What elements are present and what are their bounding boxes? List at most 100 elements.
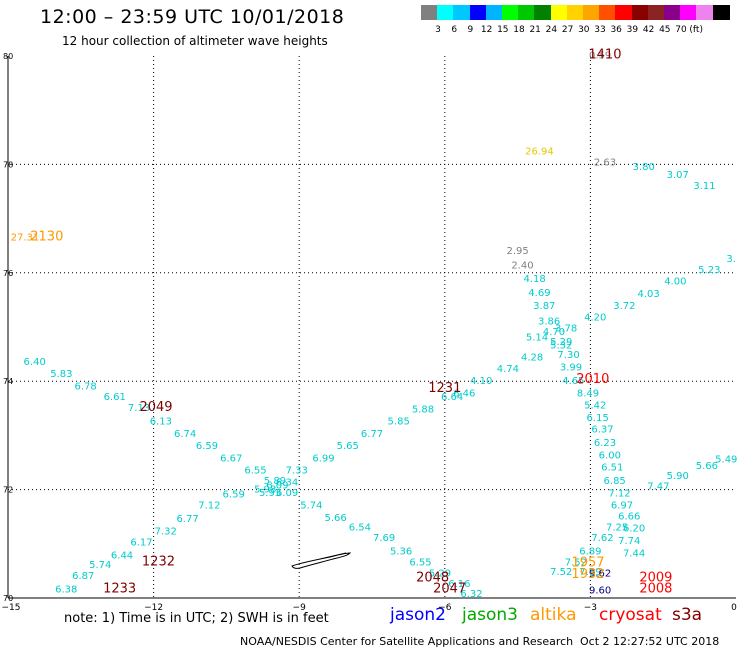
wave-height-value: 6.59: [196, 441, 218, 452]
wave-height-value: 3.86: [538, 316, 560, 327]
wave-height-value: 6.77: [176, 514, 198, 525]
legend-label: 21: [529, 25, 541, 35]
page-title: 12:00 – 23:59 UTC 10/01/2018: [40, 6, 345, 28]
wave-height-value: 5.14: [526, 333, 548, 344]
legend-label: 27: [561, 25, 574, 35]
wave-height-value: 6.15: [587, 413, 609, 424]
wave-height-value: 27.31: [11, 232, 40, 243]
wave-height-value: 5.36: [390, 547, 412, 558]
legend-label: 3: [435, 25, 441, 35]
wave-height-value: 6.54: [349, 522, 371, 533]
wave-height-value: 6.20: [623, 523, 645, 534]
wave-height-value: 6.61: [104, 392, 126, 403]
legend-label: 36: [610, 25, 622, 35]
y-tick-label: 80: [3, 52, 13, 61]
x-tick-label: −3: [584, 603, 597, 613]
wave-height-value: 3.72: [613, 301, 635, 312]
wave-height-value: 3.: [726, 254, 736, 265]
wave-height-value: 4.03: [638, 289, 660, 300]
wave-height-value: 2.40: [511, 260, 533, 271]
wave-height-value: 7.47: [647, 482, 669, 493]
wave-height-value: 7.74: [618, 536, 640, 547]
mission-jason3: jason3: [462, 605, 518, 625]
wave-height-value: 4.10: [470, 376, 492, 387]
legend-swatch: [615, 5, 633, 20]
legend-swatch: [664, 5, 681, 20]
legend-swatch: [502, 5, 519, 20]
wave-height-value: 7.52: [550, 567, 572, 578]
wave-height-value: 0.59: [589, 51, 611, 62]
pass-time-label: 2047: [433, 582, 466, 597]
x-tick-label: 0: [731, 603, 737, 613]
wave-height-value: 6.46: [453, 388, 475, 399]
wave-height-value: 3.07: [667, 170, 689, 181]
page-subtitle: 12 hour collection of altimeter wave hei…: [62, 34, 328, 48]
wave-height-value: 6.99: [312, 453, 334, 464]
y-tick-label: 76: [3, 269, 13, 278]
wave-height-value: 6.97: [611, 501, 633, 512]
legend-swatch: [534, 5, 552, 20]
wave-height-value: 4.74: [497, 364, 519, 375]
pass-time-label: 2130: [30, 229, 63, 244]
axis-ticks: −15 −12 −9 −6 −3 0 70 72 74 76 78 80: [2, 52, 738, 613]
wave-height-value: 6.78: [75, 381, 97, 392]
wave-height-value: 7.69: [373, 533, 395, 544]
legend-swatch: [712, 5, 730, 20]
wave-height-value: 6.13: [150, 417, 172, 428]
wave-height-value: 5.29: [550, 337, 572, 348]
legend-label: 15: [497, 25, 509, 35]
island-outline: [291, 552, 352, 569]
legend-label: 33: [594, 25, 606, 35]
legend-swatch: [680, 5, 698, 20]
legend-label: 24: [545, 25, 558, 35]
wave-height-value: 6.00: [599, 451, 621, 462]
wave-height-value: 7.13: [128, 403, 150, 414]
legend-label: 9: [467, 25, 474, 35]
wave-height-value: 8.49: [577, 388, 599, 399]
wave-height-value: 7.33: [286, 465, 308, 476]
pass-time-label: 1932: [571, 567, 604, 582]
wave-height-value: 5.98: [254, 484, 276, 495]
wave-height-value: 5.32: [550, 341, 572, 352]
y-tick-label: 70: [3, 594, 13, 603]
pass-time-label: 1957: [571, 556, 604, 571]
legend-swatch: [453, 5, 471, 20]
wave-height-value: 6.59: [223, 490, 245, 501]
wave-height-value: 4.00: [664, 277, 686, 288]
legend-label: 70: [675, 25, 687, 35]
wave-height-value: 6.16: [448, 579, 470, 590]
credit-text: NOAA/NESDIS Center for Satellite Applica…: [240, 635, 574, 648]
wave-height-value: 6.67: [220, 453, 242, 464]
wave-height-value: 9.62: [589, 568, 611, 579]
pass-time-label: 1410: [588, 48, 621, 63]
wave-height-value: 5.93: [259, 488, 281, 499]
wave-height-value: 5.66: [324, 513, 346, 524]
wave-height-value: 5.42: [584, 400, 606, 411]
legend-swatch: [631, 5, 649, 20]
note-text: note: 1) Time is in UTC; 2) SWH is in fe…: [64, 611, 329, 626]
legend-unit: (ft): [689, 25, 703, 35]
legend-swatch: [583, 5, 600, 20]
wave-height-value: 6.55: [244, 465, 266, 476]
wave-height-value: 5.88: [412, 405, 434, 416]
legend-label: 42: [642, 25, 655, 35]
y-tick-label: 74: [3, 377, 13, 386]
wave-height-value: 3.78: [555, 323, 577, 334]
mission-jason2: jason2: [390, 605, 446, 625]
wave-height-value: 6.51: [601, 463, 623, 474]
wave-height-value: 5.65: [337, 441, 359, 452]
legend-label: 6: [451, 25, 458, 35]
wave-height-value: 6.44: [111, 550, 133, 561]
legend-swatch: [518, 5, 536, 20]
wave-height-value: 5.90: [667, 471, 689, 482]
wave-height-value: 6.09: [266, 481, 288, 492]
wave-height-value: 6.09: [276, 488, 298, 499]
wave-height-value: 4.28: [521, 353, 543, 364]
wave-height-value: 7.30: [557, 350, 579, 361]
pass-time-label: 2049: [139, 400, 172, 415]
wave-height-value: 7.44: [623, 548, 645, 559]
wave-height-value: 5.23: [698, 265, 720, 276]
wave-height-value: 6.87: [72, 571, 94, 582]
wave-height-value: 3.11: [693, 181, 715, 192]
wave-height-value: 6.74: [174, 429, 196, 440]
